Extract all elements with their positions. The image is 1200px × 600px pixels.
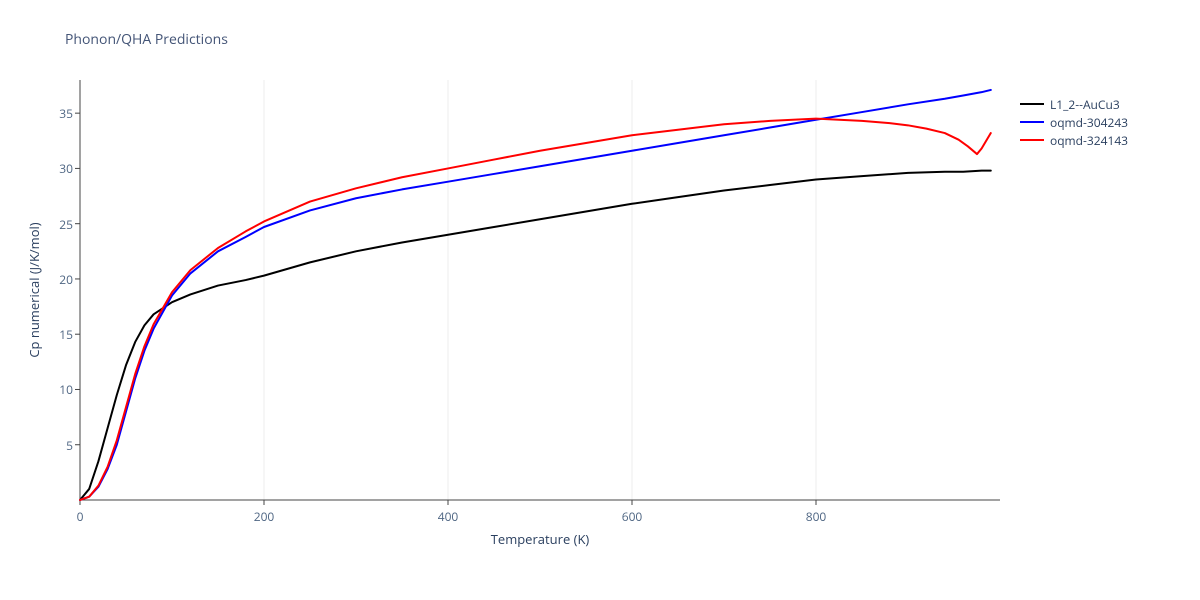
- legend-label: oqmd-304243: [1050, 114, 1128, 131]
- x-tick-label: 400: [433, 508, 463, 525]
- chart-title: Phonon/QHA Predictions: [65, 30, 228, 49]
- y-tick-label: 20: [45, 271, 73, 288]
- y-tick-label: 10: [45, 381, 73, 398]
- x-tick-label: 0: [65, 508, 95, 525]
- y-tick-label: 15: [45, 326, 73, 343]
- legend-label: L1_2--AuCu3: [1050, 96, 1120, 113]
- y-tick-label: 25: [45, 216, 73, 233]
- legend-label: oqmd-324143: [1050, 132, 1128, 149]
- plot-svg: [80, 80, 1000, 500]
- legend-item[interactable]: oqmd-304243: [1020, 113, 1128, 131]
- legend: L1_2--AuCu3oqmd-304243oqmd-324143: [1020, 95, 1128, 149]
- y-tick-label: 35: [45, 105, 73, 122]
- y-axis-label: Cp numerical (J/K/mol): [25, 80, 45, 500]
- legend-item[interactable]: L1_2--AuCu3: [1020, 95, 1128, 113]
- y-tick-label: 30: [45, 160, 73, 177]
- x-tick-label: 600: [617, 508, 647, 525]
- x-tick-label: 800: [801, 508, 831, 525]
- legend-item[interactable]: oqmd-324143: [1020, 131, 1128, 149]
- y-tick-label: 5: [45, 437, 73, 454]
- chart-container: Phonon/QHA Predictions 0 200 400 600 800 5 10…: [0, 0, 1200, 600]
- plot-area: [80, 80, 1000, 500]
- legend-swatch: [1020, 139, 1044, 141]
- x-axis-label: Temperature (K): [80, 530, 1000, 548]
- x-tick-label: 200: [249, 508, 279, 525]
- legend-swatch: [1020, 103, 1044, 105]
- legend-swatch: [1020, 121, 1044, 123]
